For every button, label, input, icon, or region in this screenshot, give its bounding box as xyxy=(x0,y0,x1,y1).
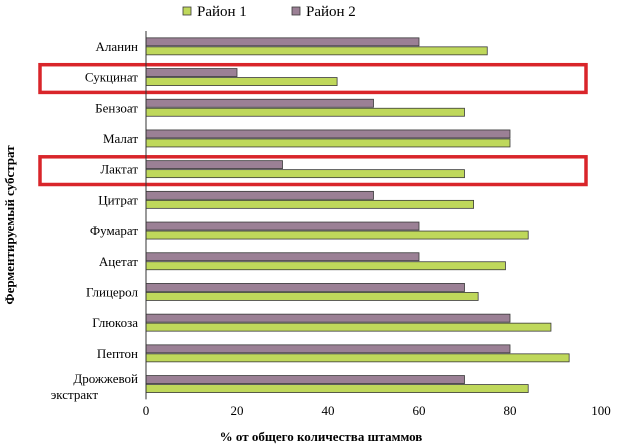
category-label-8: Ацетат xyxy=(99,254,138,269)
x-axis-title: % от общего количества штаммов xyxy=(220,429,423,444)
category-label-9: Глицерол xyxy=(86,284,139,299)
bar-rayon-1-3 xyxy=(145,107,465,117)
bar-rayon-2-9 xyxy=(145,283,465,292)
bars xyxy=(145,37,570,393)
bar-rayon-1-9 xyxy=(145,292,479,301)
bar-rayon-1-8 xyxy=(145,261,506,271)
bar-rayon-2-5 xyxy=(145,160,283,170)
y-axis-title: Ферментируемый субстрат xyxy=(2,145,17,305)
highlight-box-2 xyxy=(38,62,588,95)
bar-rayon-1-7 xyxy=(145,230,529,240)
bar-rayon-2-3 xyxy=(145,98,374,108)
bar-rayon-1-2 xyxy=(145,77,338,86)
x-tick-label-0: 0 xyxy=(143,403,150,418)
bar-rayon-1-10 xyxy=(145,322,552,332)
category-label-4: Малат xyxy=(103,131,138,146)
category-label-12: Дрожжевой экстракт xyxy=(51,371,138,402)
legend-label-rayon-1: Район 1 xyxy=(197,4,247,20)
category-label-11: Пептон xyxy=(97,346,138,361)
bar-rayon-1-4 xyxy=(145,138,511,148)
category-label-5: Лактат xyxy=(100,162,138,177)
legend: Район 1 Район 2 xyxy=(182,4,356,20)
bar-rayon-1-5 xyxy=(145,169,465,179)
x-tick-label-60: 60 xyxy=(413,403,426,418)
category-labels: Аланин Сукцинат Бензоат Малат Лактат Цитрат Фу… xyxy=(51,39,139,402)
highlight-boxes xyxy=(38,62,588,187)
bar-rayon-2-8 xyxy=(145,252,420,262)
highlight-box-5 xyxy=(38,155,588,187)
bar-rayon-2-12 xyxy=(145,375,465,384)
x-tick-label-40: 40 xyxy=(322,403,335,418)
bar-rayon-2-4 xyxy=(145,129,511,139)
legend-label-rayon-2: Район 2 xyxy=(306,4,356,20)
x-tick-label-20: 20 xyxy=(231,403,244,418)
x-axis-ticks: 0 20 40 60 80 100 xyxy=(143,403,611,418)
x-tick-label-80: 80 xyxy=(504,403,517,418)
category-label-3: Бензоат xyxy=(95,100,138,115)
legend-swatch-rayon-2 xyxy=(291,6,301,16)
category-label-2: Сукцинат xyxy=(85,70,138,85)
bar-rayon-1-1 xyxy=(145,46,488,56)
category-label-6: Цитрат xyxy=(98,192,138,207)
bar-rayon-2-1 xyxy=(145,37,420,47)
bar-rayon-2-7 xyxy=(145,221,420,231)
bar-rayon-1-12 xyxy=(145,384,529,393)
bar-rayon-2-10 xyxy=(145,313,511,323)
bar-rayon-2-11 xyxy=(145,344,511,354)
x-tick-label-100: 100 xyxy=(591,403,611,418)
legend-swatch-rayon-1 xyxy=(182,6,192,16)
bar-rayon-2-2 xyxy=(145,68,238,77)
bar-rayon-2-6 xyxy=(145,190,374,200)
category-label-7: Фумарат xyxy=(90,223,138,238)
category-label-1: Аланин xyxy=(95,39,138,54)
bar-rayon-1-6 xyxy=(145,199,475,209)
category-label-10: Глюкоза xyxy=(92,315,138,330)
bar-rayon-1-11 xyxy=(145,353,570,363)
